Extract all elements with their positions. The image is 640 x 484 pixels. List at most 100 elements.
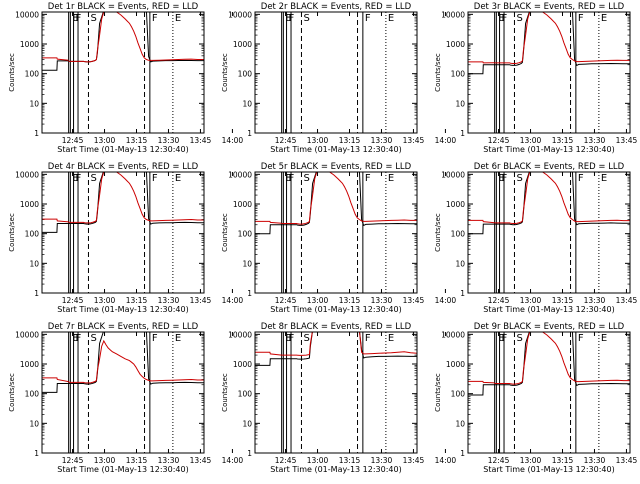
marker-label: F bbox=[289, 173, 295, 184]
y-tick-label: 10 bbox=[242, 259, 252, 268]
x-tick-label: 13:45 bbox=[403, 456, 425, 465]
y-axis-label: Counts/sec bbox=[221, 373, 229, 412]
lld-series-line bbox=[68, 12, 204, 63]
marker-label: E bbox=[72, 333, 78, 344]
y-tick-label: 10000 bbox=[441, 330, 465, 339]
events-series-line bbox=[255, 358, 282, 366]
events-series-line bbox=[468, 64, 495, 75]
chart-panel-7: Det 7r BLACK = Events, RED = LLD Counts/s… bbox=[8, 322, 243, 474]
x-tick-label: 13:45 bbox=[616, 296, 638, 305]
series-group bbox=[255, 332, 417, 366]
x-axis-label: Start Time (01-May-13 12:30:40) bbox=[270, 305, 401, 314]
marker-label: F bbox=[152, 173, 158, 184]
plot-frame bbox=[254, 331, 418, 454]
chart-title: Det 5r BLACK = Events, RED = LLD bbox=[261, 162, 412, 172]
x-axis-label: Start Time (01-May-13 12:30:40) bbox=[57, 465, 188, 474]
y-tick-label: 1 bbox=[34, 449, 39, 458]
y-tick-label: 100 bbox=[238, 230, 253, 239]
x-tick-label: 13:15 bbox=[126, 456, 148, 465]
marker-label: E bbox=[285, 333, 291, 344]
x-tick-label: 13:00 bbox=[307, 456, 329, 465]
y-tick-label: 100 bbox=[25, 390, 40, 399]
plot-frame bbox=[41, 331, 205, 454]
chart-title: Det 1r BLACK = Events, RED = LLD bbox=[48, 2, 199, 12]
series-group bbox=[468, 172, 630, 235]
events-series-line bbox=[281, 332, 417, 360]
x-tick-label: 13:15 bbox=[552, 456, 574, 465]
y-tick-label: 100 bbox=[451, 390, 466, 399]
x-tick-label: 13:45 bbox=[616, 136, 638, 145]
series-group bbox=[42, 332, 204, 393]
marker-label: F bbox=[76, 173, 82, 184]
y-tick-label: 100 bbox=[451, 230, 466, 239]
x-tick-label: 13:00 bbox=[520, 296, 542, 305]
chart-panel-4: Det 4r BLACK = Events, RED = LLD Counts/s… bbox=[8, 162, 243, 314]
x-tick-label: 12:45 bbox=[62, 136, 84, 145]
y-tick-label: 1 bbox=[460, 449, 465, 458]
y-tick-label: 10 bbox=[29, 419, 39, 428]
marker-label: F bbox=[502, 333, 508, 344]
x-axis-label: Start Time (01-May-13 12:30:40) bbox=[270, 145, 401, 154]
marker-label: F bbox=[289, 333, 295, 344]
y-tick-label: 1 bbox=[34, 289, 39, 298]
marker-label: E bbox=[498, 173, 504, 184]
x-tick-label: 13:15 bbox=[552, 136, 574, 145]
y-tick-label: 1000 bbox=[446, 40, 465, 49]
x-tick-label: 12:45 bbox=[488, 136, 510, 145]
x-tick-label: 13:00 bbox=[94, 456, 116, 465]
lld-series-line bbox=[281, 172, 417, 225]
x-tick-label: 12:45 bbox=[275, 456, 297, 465]
chart-title: Det 7r BLACK = Events, RED = LLD bbox=[48, 322, 199, 332]
x-tick-label: 13:30 bbox=[584, 456, 606, 465]
x-tick-label: 13:15 bbox=[552, 296, 574, 305]
x-tick-label: 13:30 bbox=[584, 136, 606, 145]
x-tick-label: 13:00 bbox=[307, 296, 329, 305]
series-group bbox=[42, 12, 204, 71]
x-tick-label: 13:00 bbox=[520, 456, 542, 465]
y-axis-label: Counts/sec bbox=[221, 213, 229, 252]
x-axis-label: Start Time (01-May-13 12:30:40) bbox=[57, 305, 188, 314]
chart-title: Det 8r BLACK = Events, RED = LLD bbox=[261, 322, 412, 332]
events-series-line bbox=[468, 384, 495, 396]
plot-frame bbox=[254, 11, 418, 134]
events-series-line bbox=[468, 223, 495, 235]
marker-label: S bbox=[516, 333, 522, 344]
marker-label: E bbox=[601, 333, 607, 344]
x-tick-label: 13:15 bbox=[339, 296, 361, 305]
series-group bbox=[468, 12, 630, 75]
x-tick-label: 13:45 bbox=[190, 136, 212, 145]
x-tick-label: 13:15 bbox=[126, 296, 148, 305]
y-tick-label: 1000 bbox=[446, 360, 465, 369]
y-tick-label: 10 bbox=[455, 259, 465, 268]
y-tick-label: 1000 bbox=[233, 360, 252, 369]
x-tick-label: 14:00 bbox=[222, 136, 244, 145]
lld-series-line bbox=[494, 332, 630, 385]
lld-series-line bbox=[494, 172, 630, 224]
x-tick-label: 13:45 bbox=[403, 136, 425, 145]
x-tick-label: 13:00 bbox=[307, 136, 329, 145]
marker-label: F bbox=[289, 13, 295, 24]
marker-label: F bbox=[365, 13, 371, 24]
lld-series-line bbox=[281, 332, 417, 356]
marker-label: S bbox=[303, 13, 309, 24]
lld-series-line bbox=[42, 57, 69, 61]
y-tick-label: 1000 bbox=[20, 40, 39, 49]
lld-series-line bbox=[468, 61, 495, 64]
marker-label: F bbox=[152, 333, 158, 344]
chart-panel-9: Det 9r BLACK = Events, RED = LLD Counts/s… bbox=[434, 322, 637, 474]
y-tick-label: 10000 bbox=[228, 170, 252, 179]
y-tick-label: 1000 bbox=[233, 200, 252, 209]
lld-series-line bbox=[255, 220, 282, 224]
x-axis-label: Start Time (01-May-13 12:30:40) bbox=[270, 465, 401, 474]
events-series-line bbox=[494, 12, 630, 67]
x-tick-label: 13:45 bbox=[190, 456, 212, 465]
x-tick-label: 13:30 bbox=[584, 296, 606, 305]
x-tick-label: 13:30 bbox=[371, 296, 393, 305]
x-tick-label: 13:45 bbox=[190, 296, 212, 305]
x-tick-label: 14:00 bbox=[435, 136, 457, 145]
x-tick-label: 13:30 bbox=[371, 456, 393, 465]
plot-frame bbox=[467, 11, 631, 134]
marker-label: S bbox=[90, 333, 96, 344]
lld-series-line bbox=[42, 377, 69, 383]
